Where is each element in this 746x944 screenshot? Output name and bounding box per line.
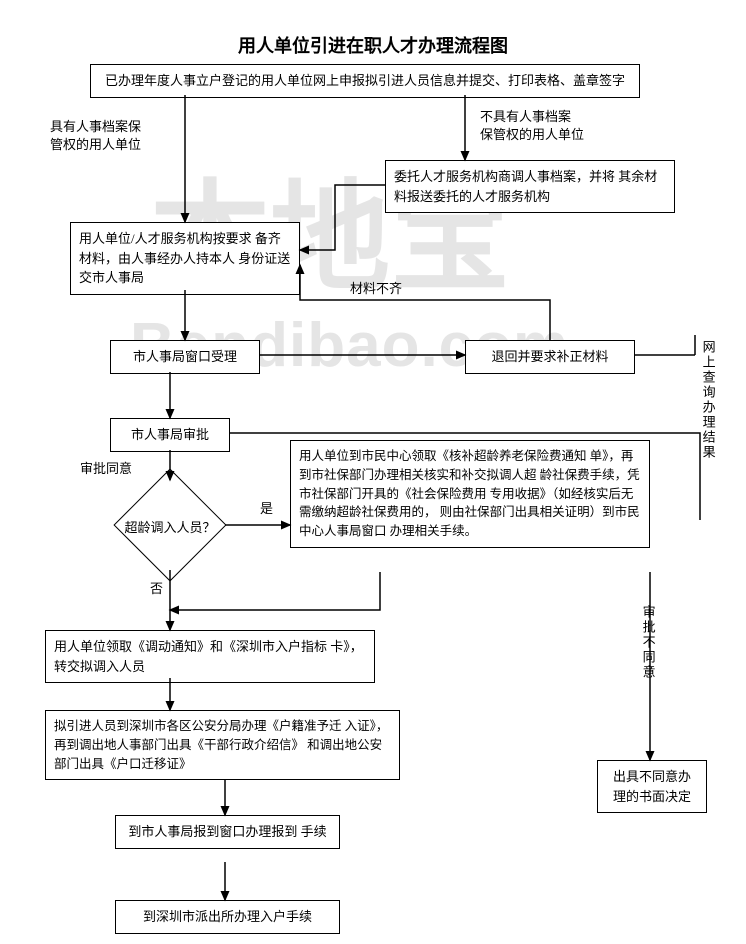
node-prepare-materials: 用人单位/人才服务机构按要求 备齐材料，由人事经办人持本人 身份证送交市人事局 — [70, 222, 300, 295]
node-report: 到市人事局报到窗口办理报到 手续 — [115, 815, 340, 849]
label-approved: 审批同意 — [80, 460, 132, 478]
label-no-archive: 不具有人事档案 保管权的用人单位 — [480, 108, 584, 144]
decision-overage — [113, 468, 226, 581]
node-police-permit: 拟引进人员到深圳市各区公安分局办理《户籍准予迁 入证》，再到调出地人事部门出具《… — [45, 710, 400, 780]
diagram-title: 用人单位引进在职人才办理流程图 — [0, 32, 746, 58]
node-window-accept: 市人事局窗口受理 — [110, 340, 260, 374]
label-online-query: 网上查询办理结果 — [700, 340, 716, 460]
label-disapproved: 审批不同意 — [640, 605, 656, 680]
label-yes: 是 — [260, 500, 273, 518]
node-entrust: 委托人才服务机构商调人事档案，并将 其余材料报送委托的人才服务机构 — [385, 160, 675, 213]
node-start: 已办理年度人事立户登记的用人单位网上申报拟引进人员信息并提交、打印表格、盖章签字 — [90, 64, 640, 98]
node-approve: 市人事局审批 — [110, 418, 230, 452]
node-collect-notice: 用人单位领取《调动通知》和《深圳市入户指标 卡》，转交拟调入人员 — [45, 630, 375, 683]
label-has-archive: 具有人事档案保 管权的用人单位 — [50, 118, 141, 154]
node-register-household: 到深圳市派出所办理入户手续 — [115, 900, 340, 934]
label-no: 否 — [150, 580, 163, 598]
label-incomplete: 材料不齐 — [350, 280, 402, 298]
node-disapprove-doc: 出具不同意办 理的书面决定 — [597, 760, 707, 813]
node-return-correct: 退回并要求补正材料 — [465, 340, 635, 374]
node-overage-process: 用人单位到市民中心领取《核补超龄养老保险费通知 单》，再到市社保部门办理相关核实… — [290, 440, 650, 548]
